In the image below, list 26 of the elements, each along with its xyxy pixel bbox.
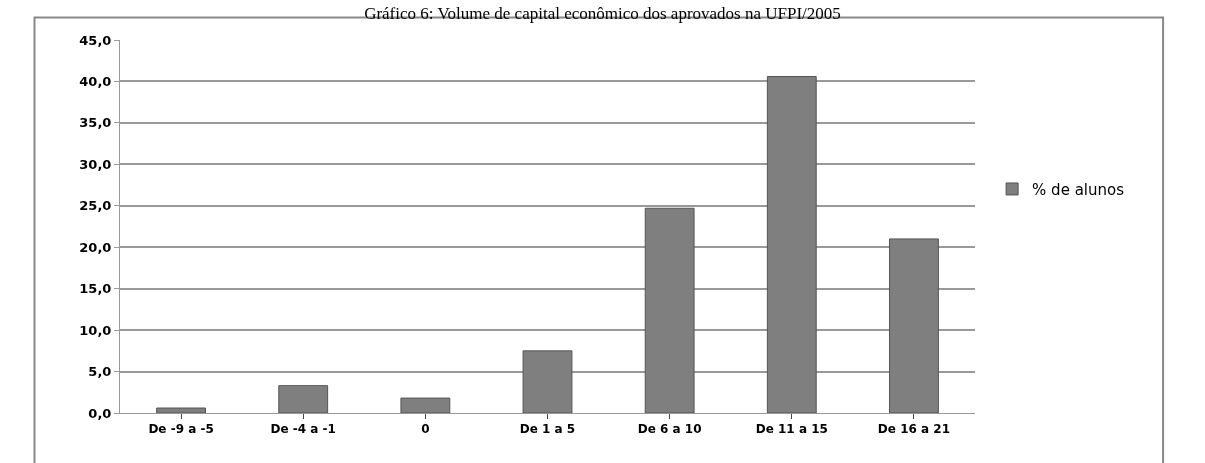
x-tick-label: De 11 a 15 [755, 422, 828, 437]
x-tick-label: De 16 a 21 [877, 422, 950, 437]
x-tick-label: De 6 a 10 [637, 422, 702, 437]
bar [522, 350, 573, 413]
y-tick-label: 10,0 [79, 322, 112, 338]
y-tick-label: 0,0 [88, 405, 112, 421]
y-tick-label: 15,0 [79, 281, 112, 297]
bar [278, 385, 329, 413]
y-tick-label: 40,0 [79, 73, 112, 89]
y-tick-label: 30,0 [79, 156, 112, 172]
bar [156, 407, 206, 413]
y-tick-label: 25,0 [79, 198, 112, 214]
x-tick-label: 0 [421, 422, 430, 437]
x-tick-label: De 1 a 5 [519, 422, 576, 437]
bar [766, 75, 817, 413]
bar [889, 238, 939, 413]
chart-title: Gráfico 6: Volume de capital econômico dos aprovados na UFPI/2005 [364, 3, 841, 23]
x-tick-label: De -4 a -1 [270, 422, 336, 437]
bar [644, 207, 695, 413]
bar [400, 397, 451, 413]
y-tick-label: 45,0 [79, 32, 112, 48]
y-tick-label: 20,0 [79, 239, 112, 255]
x-tick-label: De -9 a -5 [148, 422, 214, 437]
y-tick-label: 5,0 [88, 364, 112, 380]
y-tick-label: 35,0 [79, 115, 112, 131]
legend-label: % de alunos [1032, 180, 1125, 199]
